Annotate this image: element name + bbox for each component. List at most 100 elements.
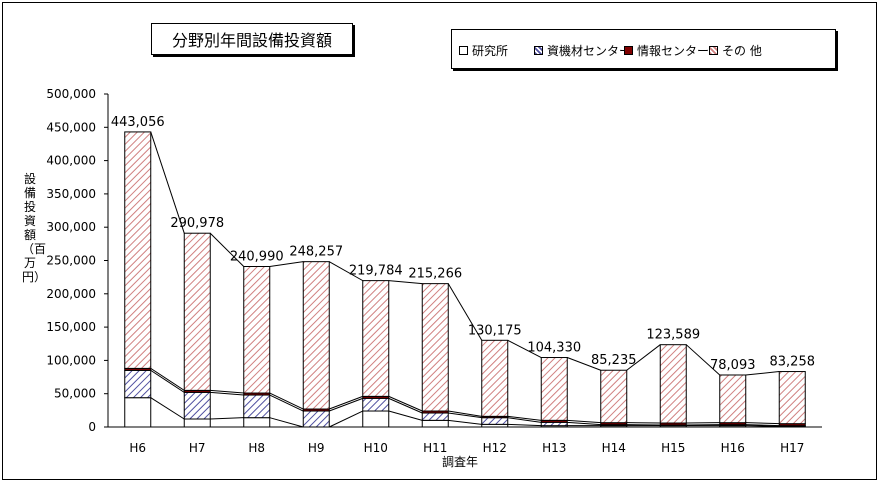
series-line — [567, 419, 601, 424]
legend: 研究所 資機材センター 情報センター その 他 — [451, 29, 836, 69]
series-line — [269, 261, 304, 267]
bar-segment-3 — [362, 280, 390, 397]
total-label: 290,978 — [170, 216, 224, 231]
legend-item-other: その 他 — [709, 42, 762, 59]
series-line — [626, 344, 661, 371]
series-line — [745, 424, 780, 427]
y-tick-label: 350,000 — [46, 187, 96, 201]
y-tick-label: 200,000 — [46, 287, 96, 301]
y-tick-label: 500,000 — [46, 87, 96, 101]
x-axis-label: 調査年 — [441, 455, 478, 469]
series-line — [150, 367, 185, 391]
bar-segment-1 — [421, 412, 449, 421]
total-label: 215,266 — [408, 267, 462, 282]
series-line — [329, 410, 363, 428]
bar-segment-3 — [719, 374, 747, 424]
total-label: 83,258 — [770, 355, 816, 370]
series-line — [150, 369, 185, 393]
x-tick-label: H7 — [189, 441, 206, 455]
series-line — [507, 417, 542, 423]
series-line — [209, 232, 245, 267]
y-tick-label: 400,000 — [46, 154, 96, 168]
bar-segment-0 — [362, 410, 390, 428]
y-tick-label: 300,000 — [46, 220, 96, 234]
series-line — [507, 423, 542, 427]
chart-title-text: 分野別年間設備投資額 — [171, 31, 332, 50]
bar-segment-3 — [124, 131, 152, 369]
series-line — [269, 392, 304, 410]
x-tick-label: H8 — [248, 441, 265, 455]
x-tick-label: H14 — [602, 441, 626, 455]
x-tick-label: H17 — [780, 441, 804, 455]
legend-label: 研究所 — [472, 44, 509, 58]
legend-swatch-equipment-center — [534, 46, 543, 55]
y-tick-label: 100,000 — [46, 353, 96, 367]
legend-label: その 他 — [722, 44, 762, 58]
series-line — [210, 391, 244, 396]
bar-segment-3 — [243, 266, 271, 394]
series-line — [329, 395, 363, 410]
series-line — [448, 419, 482, 425]
bar-segment-3 — [659, 344, 687, 424]
x-tick-label: H13 — [542, 441, 566, 455]
total-label: 443,056 — [111, 115, 165, 130]
bar-segment-3 — [183, 232, 211, 391]
total-label: 123,589 — [646, 328, 700, 343]
total-label: 240,990 — [230, 250, 284, 265]
x-tick-label: H9 — [308, 441, 325, 455]
legend-label: 情報センター — [637, 44, 710, 58]
bar-segment-3 — [778, 371, 806, 425]
series-line — [269, 417, 304, 428]
y-tick-label: 50,000 — [54, 387, 96, 401]
x-tick-label: H10 — [364, 441, 388, 455]
total-label: 78,093 — [710, 358, 756, 373]
bar-segment-1 — [362, 397, 390, 412]
chart-title: 分野別年間設備投資額 — [151, 23, 353, 55]
series-line — [745, 422, 780, 425]
x-tick-label: H6 — [129, 441, 146, 455]
total-label: 130,175 — [468, 323, 522, 338]
series-line — [329, 261, 363, 282]
bar-segment-0 — [124, 397, 152, 428]
series-line — [507, 339, 542, 358]
series-line — [448, 410, 482, 417]
total-label: 104,330 — [527, 341, 581, 356]
bar-segment-1 — [302, 410, 330, 428]
series-line — [150, 397, 185, 420]
series-line — [388, 395, 423, 412]
y-tick-label: 450,000 — [46, 120, 96, 134]
series-line — [507, 415, 542, 421]
series-line — [210, 417, 244, 420]
legend-swatch-laboratory — [459, 46, 468, 55]
bar-segment-0 — [243, 417, 271, 428]
series-line — [388, 280, 423, 285]
bars — [124, 131, 806, 428]
axes: 0 50,000 100,000 150,000 200,000 250,000 300,0… — [46, 87, 822, 455]
total-label: 219,784 — [349, 264, 403, 279]
bar-segment-3 — [600, 369, 628, 424]
bar-segment-3 — [302, 261, 330, 410]
total-label: 248,257 — [289, 245, 343, 260]
y-tick-label: 0 — [88, 420, 96, 434]
legend-swatch-info-center — [624, 46, 633, 55]
bar-segment-3 — [540, 357, 568, 421]
bar-segment-1 — [481, 417, 509, 425]
legend-item-laboratory: 研究所 — [459, 42, 508, 59]
series-line — [150, 131, 185, 234]
legend-swatch-other — [709, 46, 718, 55]
bar-segment-0 — [183, 418, 211, 428]
series-lines — [150, 131, 780, 428]
x-tick-label: H15 — [661, 441, 685, 455]
y-tick-label: 150,000 — [46, 320, 96, 334]
series-line — [745, 371, 780, 376]
series-line — [567, 357, 601, 371]
bar-segment-0 — [421, 419, 449, 428]
bar-segment-3 — [421, 283, 449, 412]
x-tick-label: H12 — [483, 441, 507, 455]
x-tick-label: H11 — [423, 441, 447, 455]
series-line — [745, 425, 780, 427]
series-line — [447, 283, 483, 341]
bar-segment-3 — [481, 339, 509, 417]
legend-item-info-center: 情報センター — [624, 42, 709, 59]
